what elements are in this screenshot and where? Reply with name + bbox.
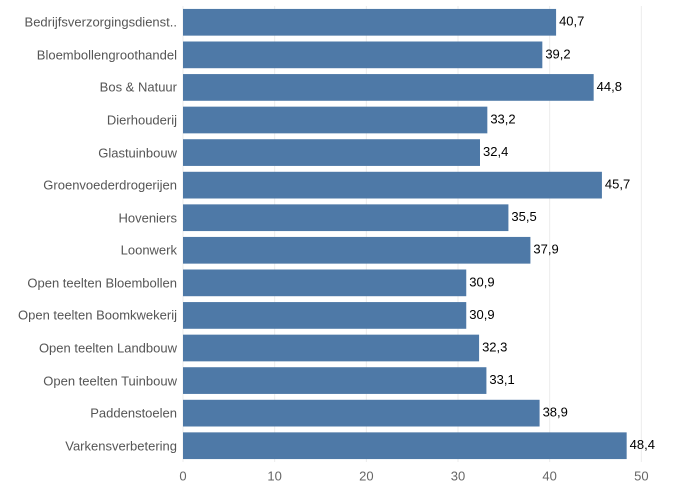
value-label: 45,7 xyxy=(605,177,630,192)
value-label: 40,7 xyxy=(559,14,584,29)
y-tick-label: Open teelten Tuinbouw xyxy=(43,373,177,389)
y-tick-label: Open teelten Bloembollen xyxy=(27,275,177,291)
bar xyxy=(183,367,487,394)
value-label: 48,4 xyxy=(630,437,655,452)
value-label: 33,1 xyxy=(489,372,514,387)
value-label: 30,9 xyxy=(469,307,494,322)
value-label: 37,9 xyxy=(533,242,558,257)
value-label: 38,9 xyxy=(543,405,568,420)
y-tick-label: Paddenstoelen xyxy=(90,405,177,421)
value-label: 39,2 xyxy=(545,46,570,61)
bar xyxy=(183,139,480,166)
bar xyxy=(183,269,467,297)
value-label: 30,9 xyxy=(469,274,494,289)
bar xyxy=(183,302,467,329)
value-label: 44,8 xyxy=(597,79,622,94)
y-tick-label: Bloembollengroothandel xyxy=(36,47,177,63)
bar xyxy=(183,106,488,134)
x-tick-label: 30 xyxy=(451,468,465,483)
y-tick-label: Groenvoederdrogerijen xyxy=(43,177,177,193)
bar xyxy=(183,399,540,427)
bar xyxy=(183,204,509,232)
y-tick-label: Hoveniers xyxy=(118,210,177,226)
bar xyxy=(183,41,543,69)
bar xyxy=(183,432,627,460)
x-tick-label: 50 xyxy=(634,468,648,483)
bar xyxy=(183,74,594,101)
x-tick-label: 40 xyxy=(542,468,556,483)
y-tick-label: Bos & Natuur xyxy=(99,79,177,95)
x-tick-label: 20 xyxy=(359,468,373,483)
value-label: 35,5 xyxy=(511,209,536,224)
y-tick-label: Open teelten Landbouw xyxy=(38,340,177,356)
y-tick-label: Bedrijfsverzorgingsdienst.. xyxy=(24,14,177,30)
x-tick-label: 10 xyxy=(267,468,281,483)
y-tick-label: Varkensverbetering xyxy=(65,438,177,454)
y-tick-label: Loonwerk xyxy=(120,242,177,258)
value-label: 32,3 xyxy=(482,339,507,354)
bar xyxy=(183,171,602,199)
value-label: 32,4 xyxy=(483,144,508,159)
value-label: 33,2 xyxy=(490,111,515,126)
bar xyxy=(183,334,480,362)
x-tick-label: 0 xyxy=(179,468,186,483)
bar xyxy=(183,236,531,264)
y-tick-label: Dierhouderij xyxy=(106,112,177,128)
y-tick-label: Glastuinbouw xyxy=(98,145,177,161)
bar xyxy=(183,8,557,36)
y-tick-label: Open teelten Boomkwekerij xyxy=(18,307,177,323)
